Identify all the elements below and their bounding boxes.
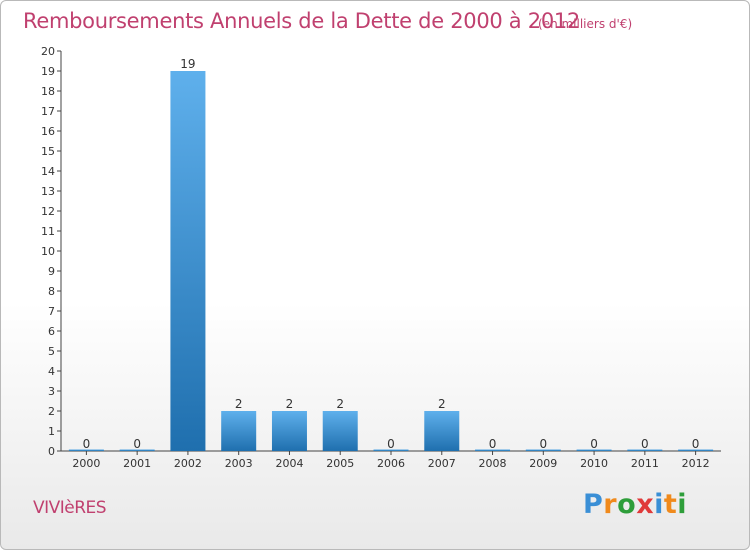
y-tick-label: 13	[41, 185, 55, 198]
y-tick-label: 3	[48, 385, 55, 398]
bar-value-label: 0	[83, 437, 91, 451]
bar-value-label: 0	[387, 437, 395, 451]
y-tick-label: 17	[41, 105, 55, 118]
x-axis: 2000 2001 2002 2003 2004 2005 2006 2007 2008 2009…	[61, 450, 721, 470]
bars	[68, 71, 714, 451]
y-tick-label: 20	[41, 45, 55, 58]
y-tick-label: 11	[41, 225, 55, 238]
y-tick-label: 4	[48, 365, 55, 378]
x-tick-label: 2011	[631, 457, 659, 470]
logo-letter: i	[654, 489, 664, 520]
logo-letter: o	[617, 489, 637, 520]
bar	[576, 449, 612, 451]
logo-letter: x	[636, 489, 655, 520]
bar-value-label: 0	[133, 437, 141, 451]
y-tick-label: 12	[41, 205, 55, 218]
bar-value-label: 2	[235, 397, 243, 411]
x-tick-label: 2004	[275, 457, 303, 470]
logo-letter: i	[677, 489, 688, 520]
bar	[221, 411, 257, 451]
bar	[627, 449, 663, 451]
bar	[424, 411, 460, 451]
x-tick-label: 2005	[326, 457, 354, 470]
y-tick-label: 10	[41, 245, 55, 258]
bar-value-label: 2	[336, 397, 344, 411]
x-tick-label: 2002	[174, 457, 202, 470]
logo-letter: r	[603, 489, 618, 520]
bar-value-label: 0	[641, 437, 649, 451]
x-tick-label: 2003	[225, 457, 253, 470]
x-tick-label: 2012	[682, 457, 710, 470]
chart-subtitle: (en milliers d'€)	[538, 17, 633, 31]
y-tick-label: 1	[48, 425, 55, 438]
bar	[475, 449, 511, 451]
bar-value-label: 0	[489, 437, 497, 451]
x-tick-label: 2000	[72, 457, 100, 470]
x-tick-label: 2010	[580, 457, 608, 470]
bar	[119, 449, 155, 451]
y-tick-label: 2	[48, 405, 55, 418]
x-tick-label: 2009	[529, 457, 557, 470]
y-tick-label: 5	[48, 345, 55, 358]
bar	[678, 449, 714, 451]
logo-letter: P	[583, 489, 604, 520]
bar-value-label: 0	[692, 437, 700, 451]
y-tick-label: 19	[41, 65, 55, 78]
bar	[170, 71, 206, 451]
y-tick-label: 7	[48, 305, 55, 318]
logo-letter: t	[663, 489, 678, 520]
bar-value-label: 2	[438, 397, 446, 411]
y-tick-label: 9	[48, 265, 55, 278]
bar	[373, 449, 409, 451]
x-tick-label: 2001	[123, 457, 151, 470]
x-tick-label: 2006	[377, 457, 405, 470]
y-tick-label: 8	[48, 285, 55, 298]
brand-logo: Proxiti	[583, 489, 687, 520]
bar	[525, 449, 561, 451]
y-tick-label: 15	[41, 145, 55, 158]
bar	[322, 411, 358, 451]
bar-value-label: 0	[590, 437, 598, 451]
y-tick-label: 0	[48, 445, 55, 458]
x-tick-label: 2007	[428, 457, 456, 470]
bar-value-labels: 0 0 19 2 2 2 0 2 0 0 0 0 0	[83, 57, 700, 451]
chart-title: Remboursements Annuels de la Dette de 20…	[23, 9, 580, 33]
bar-value-label: 19	[180, 57, 195, 71]
bar-value-label: 2	[286, 397, 294, 411]
y-tick-label: 18	[41, 85, 55, 98]
bar	[68, 449, 104, 451]
bar-value-label: 0	[539, 437, 547, 451]
y-tick-label: 16	[41, 125, 55, 138]
bar	[271, 411, 307, 451]
y-tick-label: 14	[41, 165, 55, 178]
y-tick-label: 6	[48, 325, 55, 338]
x-tick-label: 2008	[479, 457, 507, 470]
commune-name: VIVIèRES	[33, 498, 107, 518]
